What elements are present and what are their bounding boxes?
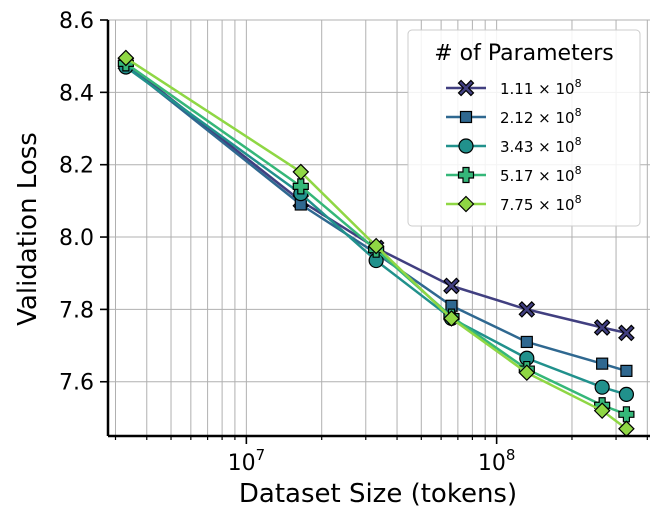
y-tick-label: 8.2	[59, 154, 94, 179]
data-point	[518, 364, 536, 382]
legend-item: 3.43 × 108	[446, 135, 582, 156]
y-tick-label: 7.8	[59, 298, 94, 323]
data-point	[518, 301, 536, 318]
y-tick-label: 7.6	[59, 371, 94, 396]
legend-marker	[459, 110, 473, 124]
data-point	[520, 335, 533, 349]
y-tick-label: 8.0	[59, 226, 94, 251]
legend-item: 1.11 × 108	[446, 77, 582, 98]
data-point	[596, 357, 609, 370]
legend-item: 2.12 × 108	[446, 106, 582, 127]
y-tick-label: 8.6	[59, 9, 94, 34]
legend: # of Parameters 1.11 × 108 2.12 × 108 3.43…	[407, 29, 641, 227]
legend-label: 7.75 × 108	[500, 193, 582, 214]
legend-title: # of Parameters	[434, 41, 614, 66]
x-tick-label: 107	[228, 446, 266, 476]
data-point	[594, 379, 610, 395]
data-point	[292, 178, 309, 195]
legend-marker	[457, 195, 475, 213]
data-point	[620, 364, 633, 377]
legend-item: 5.17 × 108	[446, 164, 582, 185]
series-5	[117, 49, 635, 438]
data-point	[117, 49, 135, 67]
data-point	[618, 406, 635, 423]
series-lines	[117, 49, 635, 438]
legend-item: 7.75 × 108	[446, 193, 582, 214]
data-point	[618, 386, 635, 402]
tick-labels: 7.6 7.8 8.0 8.2 8.4 8.6 107 108	[59, 9, 515, 476]
data-point	[443, 277, 460, 295]
data-point	[443, 310, 460, 327]
legend-label: 2.12 × 108	[500, 106, 582, 127]
y-axis-title: Validation Loss	[13, 132, 43, 326]
legend-marker	[457, 79, 475, 97]
data-point	[593, 402, 611, 420]
legend-label: 5.17 × 108	[500, 164, 582, 185]
legend-marker	[457, 166, 475, 184]
data-point	[367, 237, 385, 255]
x-axis-title: Dataset Size (tokens)	[239, 479, 517, 509]
data-point	[292, 163, 310, 181]
legend-label: 1.11 × 108	[500, 77, 582, 98]
legend-label: 3.43 × 108	[500, 135, 582, 156]
data-point	[593, 319, 611, 336]
x-tick-label: 108	[478, 446, 516, 476]
axes	[100, 19, 650, 444]
y-tick-label: 8.4	[59, 81, 94, 106]
legend-marker	[458, 138, 474, 154]
data-point	[618, 324, 635, 342]
